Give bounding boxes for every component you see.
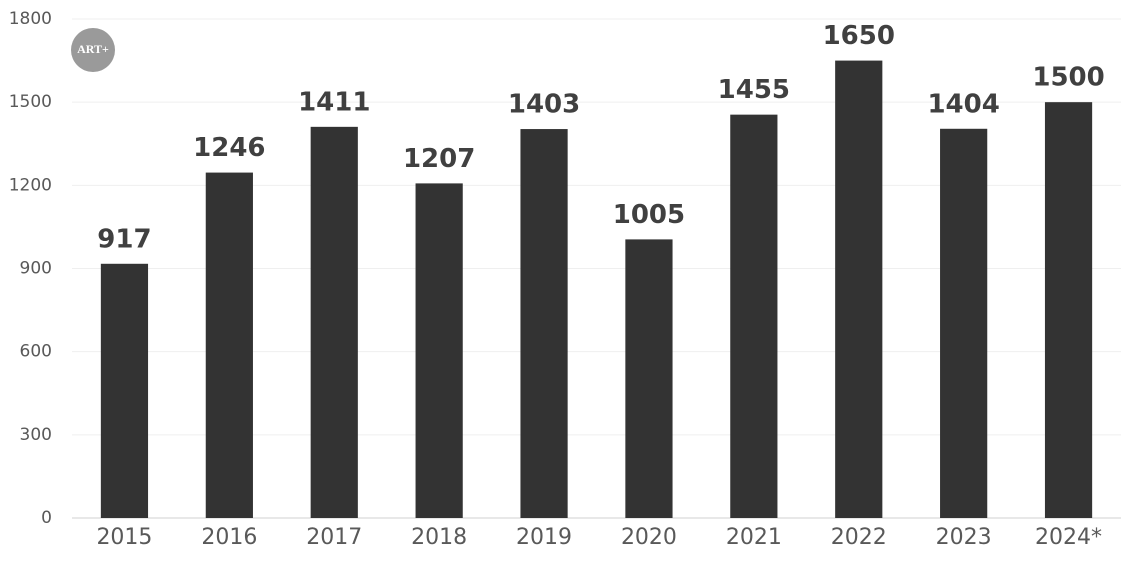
x-tick-label: 2024*	[1035, 525, 1102, 550]
y-tick-label: 900	[20, 259, 52, 279]
y-tick-label: 1200	[9, 175, 52, 195]
bar	[730, 114, 778, 519]
x-tick-label: 2021	[726, 525, 782, 550]
value-label: 1246	[193, 133, 265, 163]
bar	[835, 60, 883, 518]
x-tick-label: 2022	[831, 525, 887, 550]
value-label: 1455	[718, 75, 790, 105]
value-label: 1500	[1032, 63, 1104, 93]
x-tick-label: 2023	[936, 525, 992, 550]
value-label: 1207	[403, 144, 475, 174]
x-tick-label: 2019	[516, 525, 572, 550]
bar	[940, 128, 988, 518]
value-label: 1411	[298, 87, 370, 117]
y-tick-label: 300	[20, 425, 52, 445]
x-tick-label: 2015	[96, 525, 152, 550]
x-tick-label: 2016	[201, 525, 257, 550]
y-tick-label: 1500	[9, 92, 52, 112]
x-tick-label: 2018	[411, 525, 467, 550]
bar	[310, 126, 358, 518]
bar	[205, 172, 253, 518]
bar	[100, 263, 149, 518]
bar	[415, 183, 463, 519]
value-label: 917	[97, 224, 151, 254]
y-tick-label: 0	[41, 508, 52, 528]
y-tick-label: 1800	[9, 9, 52, 29]
y-tick-label: 600	[20, 342, 52, 362]
value-label: 1404	[927, 89, 999, 119]
x-tick-label: 2017	[306, 525, 362, 550]
x-tick-label: 2020	[621, 525, 677, 550]
logo: ART+	[77, 42, 109, 56]
bar	[625, 239, 673, 518]
value-label: 1005	[613, 200, 685, 230]
bar	[1044, 102, 1093, 519]
logo-badge	[71, 28, 115, 72]
value-label: 1650	[823, 21, 895, 51]
value-label: 1403	[508, 90, 580, 120]
bar	[520, 129, 568, 518]
